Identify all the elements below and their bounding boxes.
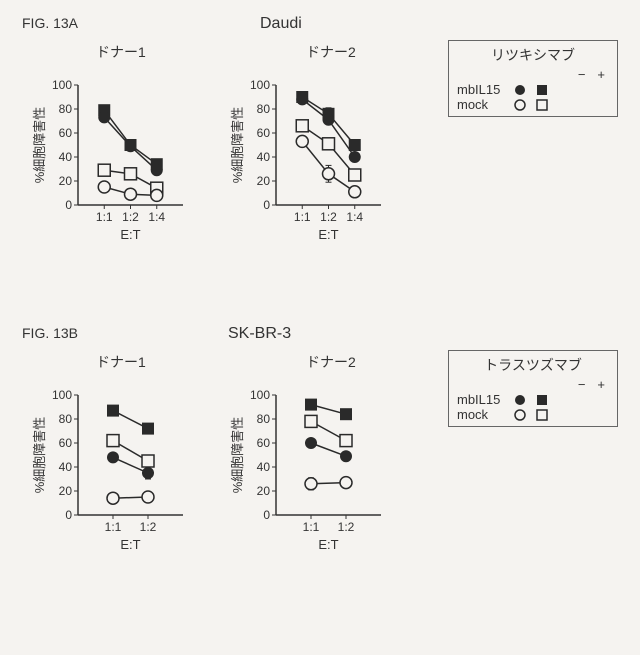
svg-text:60: 60 [59, 436, 73, 450]
chart-a1-title: ドナー1 [96, 42, 146, 62]
svg-text:1:1: 1:1 [294, 210, 311, 224]
svg-text:20: 20 [257, 174, 271, 188]
svg-text:40: 40 [257, 150, 271, 164]
open-square-icon [533, 98, 551, 112]
legend-a: リツキシマブ − + mbIL15 mock [448, 40, 618, 117]
svg-text:100: 100 [250, 388, 270, 402]
chart-b1-title: ドナー1 [96, 352, 146, 372]
filled-square-icon [533, 83, 551, 97]
svg-text:80: 80 [257, 412, 271, 426]
chart-a-donor2: 0 20 40 60 80 100 1:1 1:2 1:4 E:T %細胞障害性 [228, 45, 413, 245]
legend-a-row1-label: mbIL15 [457, 82, 507, 97]
svg-text:80: 80 [257, 102, 271, 116]
svg-text:100: 100 [52, 78, 72, 92]
svg-text:100: 100 [250, 78, 270, 92]
svg-text:E:T: E:T [120, 537, 140, 552]
legend-b-title: トラスツズマブ [457, 355, 609, 375]
svg-text:%細胞障害性: %細胞障害性 [32, 417, 47, 494]
svg-text:1:2: 1:2 [140, 520, 157, 534]
svg-text:0: 0 [65, 198, 72, 212]
legend-a-plus: + [597, 67, 605, 82]
svg-text:60: 60 [257, 126, 271, 140]
svg-text:0: 0 [263, 508, 270, 522]
svg-text:E:T: E:T [318, 537, 338, 552]
open-circle-icon [511, 98, 529, 112]
legend-b: トラスツズマブ − + mbIL15 mock [448, 350, 618, 427]
svg-text:100: 100 [52, 388, 72, 402]
chart-a-donor1: 0 20 40 60 80 100 1:1 1:2 1:4 E:T %細胞障害性 [30, 45, 215, 245]
svg-text:1:4: 1:4 [346, 210, 363, 224]
chart-b-donor2: 0 20 40 60 80 100 1:1 1:2E:T %細胞障害性 [228, 355, 413, 555]
legend-a-title: リツキシマブ [457, 45, 609, 65]
svg-text:20: 20 [59, 484, 73, 498]
legend-a-minus: − [578, 67, 586, 82]
svg-text:1:1: 1:1 [303, 520, 320, 534]
svg-text:1:2: 1:2 [122, 210, 139, 224]
chart-a2-title: ドナー2 [306, 42, 356, 62]
svg-text:20: 20 [257, 484, 271, 498]
chart-b-donor1: 0 20 40 60 80 100 1:1 1:2E:T %細胞障害性 [30, 355, 215, 555]
svg-text:1:2: 1:2 [338, 520, 355, 534]
fig-a-label: FIG. 13A [22, 15, 78, 31]
svg-text:1:2: 1:2 [320, 210, 337, 224]
svg-text:80: 80 [59, 102, 73, 116]
svg-text:0: 0 [263, 198, 270, 212]
filled-circle-icon [511, 83, 529, 97]
svg-text:1:4: 1:4 [148, 210, 165, 224]
open-circle-icon [511, 408, 529, 422]
svg-text:E:T: E:T [318, 227, 338, 242]
legend-b-minus: − [578, 377, 586, 392]
svg-text:1:1: 1:1 [105, 520, 122, 534]
legend-b-plus: + [597, 377, 605, 392]
svg-text:%細胞障害性: %細胞障害性 [32, 107, 47, 184]
legend-a-row2-label: mock [457, 97, 507, 112]
filled-circle-icon [511, 393, 529, 407]
svg-text:80: 80 [59, 412, 73, 426]
svg-text:40: 40 [59, 150, 73, 164]
svg-text:0: 0 [65, 508, 72, 522]
svg-text:40: 40 [257, 460, 271, 474]
svg-text:1:1: 1:1 [96, 210, 113, 224]
legend-b-row2-label: mock [457, 407, 507, 422]
legend-b-row1-label: mbIL15 [457, 392, 507, 407]
section-title-b: SK-BR-3 [228, 325, 291, 343]
svg-text:%細胞障害性: %細胞障害性 [230, 107, 245, 184]
svg-text:60: 60 [257, 436, 271, 450]
svg-text:40: 40 [59, 460, 73, 474]
section-title-a: Daudi [260, 15, 302, 33]
svg-text:%細胞障害性: %細胞障害性 [230, 417, 245, 494]
open-square-icon [533, 408, 551, 422]
chart-b2-title: ドナー2 [306, 352, 356, 372]
svg-text:E:T: E:T [120, 227, 140, 242]
svg-text:20: 20 [59, 174, 73, 188]
fig-b-label: FIG. 13B [22, 325, 78, 341]
filled-square-icon [533, 393, 551, 407]
svg-text:60: 60 [59, 126, 73, 140]
